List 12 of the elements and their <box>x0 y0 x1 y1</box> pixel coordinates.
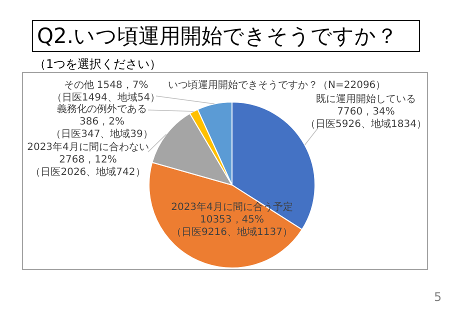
slice-label: その他 1548，7% （日医1494、地域54） <box>52 79 160 104</box>
text: 5 <box>434 290 442 304</box>
slice-label: 義務化の例外である <box>57 103 147 115</box>
slice-label: 既に運用開始している <box>316 93 416 105</box>
chart-title: Q2.いつ頃運用開始できそうですか？ <box>32 20 420 52</box>
slice-label: 2023年4月に間に合わない <box>27 141 149 153</box>
data-label: 2768，12% （日医2026、地域742） <box>30 154 146 178</box>
data-label: 7760，34% （日医5926、地域1834） <box>306 106 426 130</box>
data-label: 386，2% （日医347、地域39） <box>51 116 153 140</box>
chart-subtitle: （1つを選択ください） <box>34 56 162 73</box>
text: いつ頃運用開始できそうですか？（N=22096） <box>168 79 386 92</box>
data-label: 10353，45% （日医9216、地域1137） <box>172 214 292 238</box>
